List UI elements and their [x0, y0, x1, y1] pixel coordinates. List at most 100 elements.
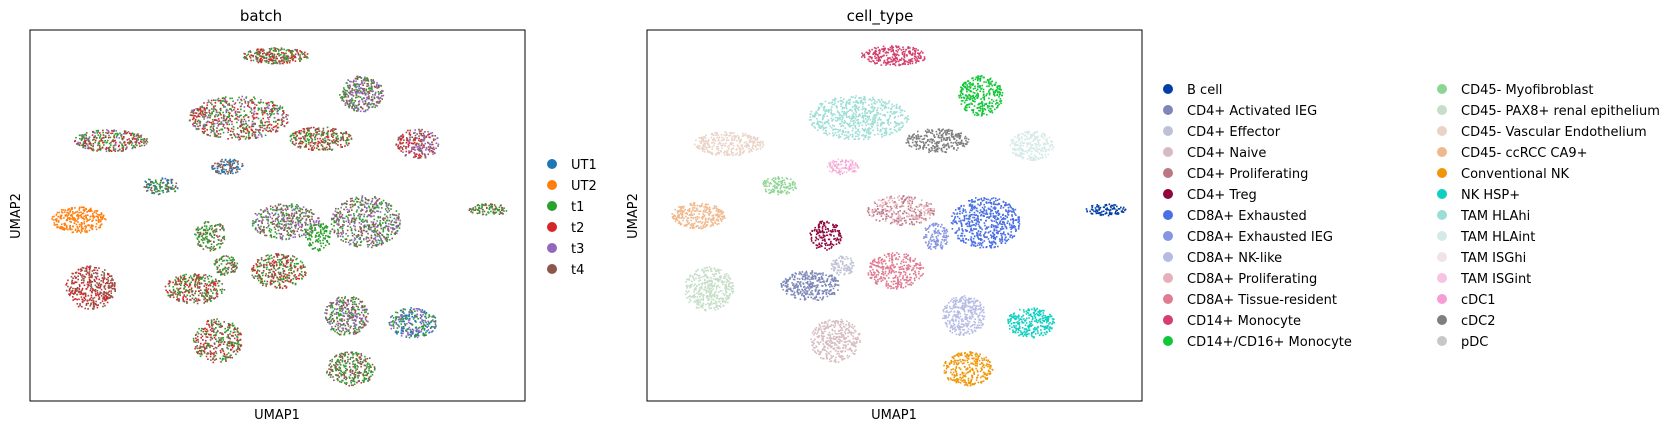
scatter-point: [313, 223, 316, 225]
scatter-point: [333, 231, 336, 234]
scatter-point: [254, 103, 256, 106]
scatter-point: [212, 99, 215, 101]
scatter-point: [260, 48, 263, 50]
scatter-point: [243, 118, 246, 121]
scatter-point: [93, 211, 95, 214]
scatter-point: [254, 123, 256, 125]
scatter-point: [212, 231, 215, 234]
scatter-point: [263, 266, 266, 269]
scatter-point: [67, 211, 69, 214]
scatter-point: [76, 290, 78, 292]
scatter-point: [329, 142, 331, 145]
scatter-point: [278, 273, 281, 276]
scatter-point: [277, 222, 279, 225]
scatter-point: [105, 298, 108, 300]
scatter-point: [101, 218, 103, 220]
scatter-point: [329, 145, 331, 148]
scatter-point: [270, 130, 272, 133]
scatter-point: [263, 280, 266, 282]
scatter-point: [297, 268, 299, 270]
scatter-point: [235, 114, 237, 117]
scatter-point: [283, 224, 286, 226]
scatter-point: [314, 240, 317, 243]
scatter-point: [210, 234, 212, 237]
scatter-point: [306, 131, 308, 134]
scatter-point: [431, 150, 433, 152]
scatter-point: [71, 292, 74, 295]
scatter-point: [282, 278, 285, 280]
scatter-point: [282, 56, 285, 58]
scatter-point: [392, 227, 394, 229]
scatter-point: [65, 219, 68, 221]
scatter-point: [354, 198, 357, 201]
scatter-point: [304, 271, 306, 273]
scatter-point: [259, 52, 262, 54]
scatter-point: [303, 233, 305, 235]
scatter-point: [165, 185, 168, 188]
scatter-point: [103, 302, 105, 305]
scatter-point: [374, 94, 376, 96]
scatter-point: [58, 211, 60, 214]
scatter-point: [419, 150, 421, 152]
scatter-point: [344, 145, 346, 147]
scatter-point: [203, 238, 206, 241]
scatter-point: [350, 138, 353, 140]
scatter-point: [328, 144, 330, 146]
scatter-point: [317, 145, 319, 148]
scatter-point: [114, 148, 117, 150]
scatter-point: [286, 279, 289, 282]
scatter-point: [270, 265, 273, 267]
scatter-point: [80, 296, 83, 298]
scatter-point: [322, 133, 325, 135]
scatter-point: [98, 219, 100, 221]
scatter-point: [499, 211, 501, 213]
scatter-point: [305, 208, 307, 211]
scatter-point: [203, 113, 205, 116]
scatter-point: [189, 284, 191, 287]
scatter-point: [298, 217, 301, 219]
scatter-point: [104, 218, 107, 221]
scatter-point: [153, 189, 156, 191]
scatter-point: [182, 298, 184, 300]
scatter-point: [72, 212, 74, 215]
scatter-point: [341, 99, 343, 102]
scatter-point: [224, 172, 227, 175]
scatter-point: [228, 123, 230, 126]
scatter-point: [253, 222, 255, 225]
scatter-point: [215, 228, 217, 231]
scatter-point: [182, 298, 184, 301]
scatter-point: [270, 56, 272, 58]
point-cluster: [468, 203, 508, 216]
scatter-point: [318, 234, 321, 236]
scatter-point: [360, 87, 362, 89]
scatter-point: [217, 100, 220, 102]
scatter-point: [343, 202, 346, 205]
scatter-point: [272, 107, 275, 109]
scatter-point: [360, 230, 363, 232]
scatter-point: [313, 229, 316, 231]
scatter-point: [284, 55, 286, 57]
scatter-point: [276, 256, 279, 258]
scatter-point: [119, 148, 121, 151]
scatter-point: [268, 110, 271, 113]
scatter-point: [284, 273, 287, 276]
scatter-point: [259, 228, 262, 230]
scatter-point: [297, 222, 299, 225]
scatter-point: [311, 248, 314, 250]
scatter-point: [271, 108, 274, 110]
scatter-point: [372, 205, 374, 208]
scatter-point: [143, 140, 145, 143]
scatter-point: [65, 284, 67, 286]
scatter-point: [81, 144, 83, 146]
scatter-point: [270, 234, 272, 237]
scatter-point: [308, 211, 311, 214]
scatter-point: [245, 136, 248, 138]
scatter-point: [357, 214, 359, 217]
scatter-point: [382, 222, 384, 224]
scatter-point: [418, 154, 420, 157]
scatter-point: [101, 271, 104, 273]
scatter-point: [294, 55, 296, 58]
scatter-point: [386, 240, 388, 243]
scatter-point: [347, 211, 349, 213]
scatter-point: [363, 213, 366, 216]
